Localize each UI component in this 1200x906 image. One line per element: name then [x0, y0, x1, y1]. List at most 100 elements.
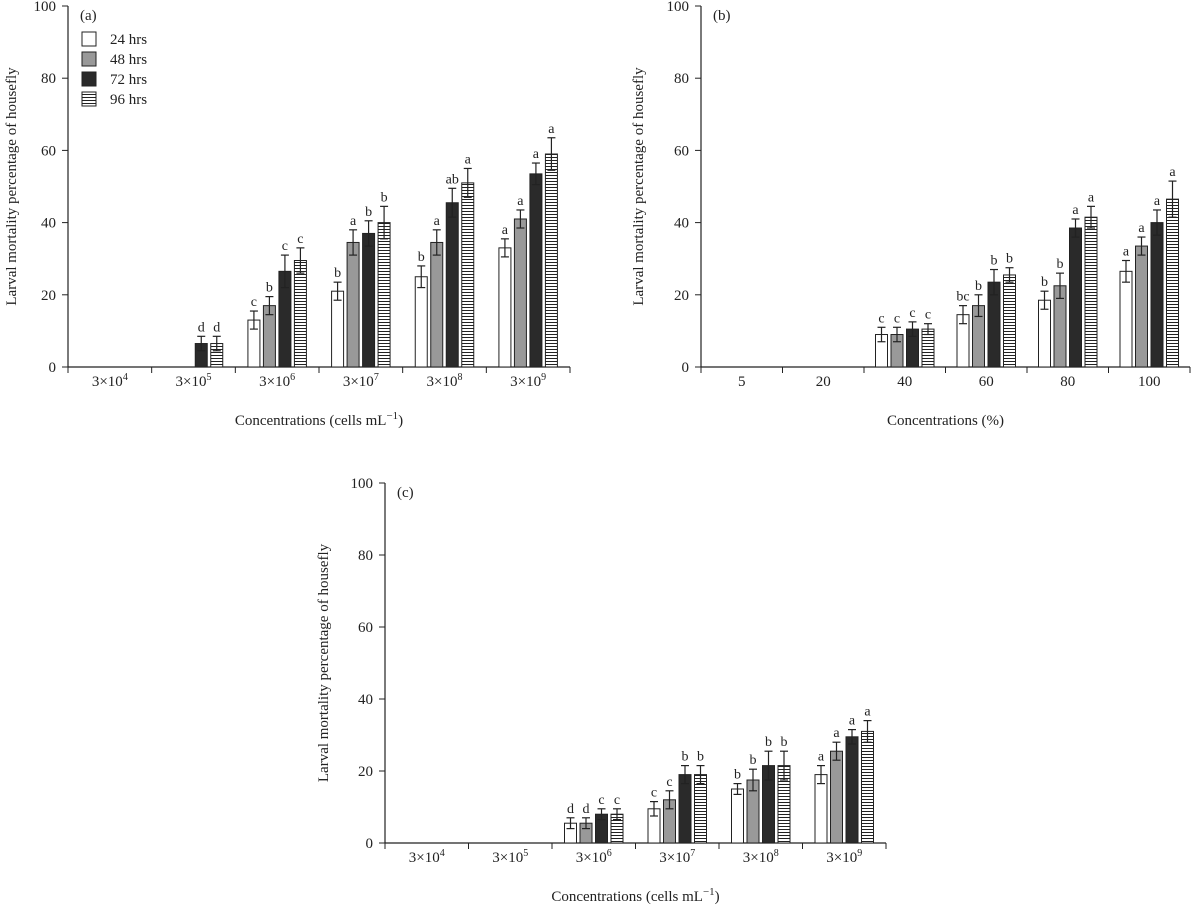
- bar-48-hrs-6: [513, 218, 527, 368]
- bar-96-hrs-4: [377, 222, 391, 368]
- bar-72-hrs-6: [529, 173, 543, 368]
- panel-label: (a): [80, 8, 97, 24]
- y-tick-label: 60: [41, 143, 56, 159]
- y-axis-title: Larval mortality percentage of housefly: [316, 543, 332, 782]
- significance-label: d: [198, 320, 205, 335]
- significance-label: c: [666, 775, 672, 790]
- bar-72-hrs-5: [445, 202, 459, 368]
- significance-label: a: [533, 147, 540, 162]
- bar-24-hrs-4: [331, 290, 345, 368]
- x-tick-label: 3×107: [659, 848, 695, 866]
- bar-96-hrs-6: [861, 730, 874, 844]
- significance-label: b: [975, 279, 982, 294]
- significance-label: b: [334, 266, 341, 281]
- y-tick-label: 80: [674, 71, 689, 87]
- significance-label: a: [864, 705, 871, 720]
- significance-label: b: [418, 250, 425, 265]
- significance-label: b: [365, 205, 372, 220]
- y-tick-label: 60: [358, 620, 373, 636]
- x-axis-title: Concentrations (%): [887, 413, 1004, 429]
- significance-label: a: [849, 714, 856, 729]
- x-tick-label: 3×105: [492, 848, 528, 866]
- x-tick-label: 3×107: [343, 372, 379, 390]
- y-tick-label: 40: [674, 216, 689, 232]
- significance-label: b: [991, 254, 998, 269]
- significance-label: b: [1006, 252, 1013, 267]
- x-tick-label: 3×109: [510, 372, 546, 390]
- y-tick-label: 0: [49, 360, 57, 376]
- significance-label: d: [583, 802, 590, 817]
- significance-label: c: [925, 308, 931, 323]
- significance-label: a: [465, 152, 472, 167]
- significance-label: a: [1154, 194, 1161, 209]
- legend-swatch: [81, 31, 97, 47]
- significance-label: a: [833, 726, 840, 741]
- significance-label: c: [909, 306, 915, 321]
- significance-label: d: [567, 802, 574, 817]
- x-tick-label: 3×108: [427, 372, 463, 390]
- y-tick-label: 40: [358, 692, 373, 708]
- significance-label: c: [878, 311, 884, 326]
- significance-label: d: [213, 320, 220, 335]
- bar-24-hrs-5: [1038, 299, 1051, 368]
- y-tick-label: 80: [41, 71, 56, 87]
- legend-swatch: [81, 51, 97, 67]
- chart-panel-3: 0 20 40 60 80 100 3×104 3×105 3×106 3×107 3×108 3×1…: [316, 476, 887, 905]
- significance-label: b: [765, 735, 772, 750]
- legend-swatch: [81, 91, 97, 107]
- significance-label: a: [434, 214, 441, 229]
- x-axis-title: Concentrations (cells mL−1): [235, 410, 403, 429]
- x-tick-label: 80: [1060, 374, 1075, 390]
- significance-label: c: [614, 793, 620, 808]
- x-tick-label: 100: [1138, 374, 1161, 390]
- x-tick-label: 3×105: [176, 372, 212, 390]
- bar-48-hrs-4: [346, 241, 360, 368]
- significance-label: a: [818, 750, 825, 765]
- y-tick-label: 40: [41, 216, 56, 232]
- significance-label: a: [350, 214, 357, 229]
- significance-label: c: [297, 232, 303, 247]
- y-tick-label: 100: [34, 0, 57, 15]
- bar-48-hrs-6: [1135, 245, 1148, 368]
- bar-24-hrs-5: [731, 788, 744, 844]
- x-tick-label: 5: [738, 374, 746, 390]
- x-tick-label: 3×106: [259, 372, 295, 390]
- x-tick-label: 3×108: [743, 848, 779, 866]
- y-tick-label: 100: [351, 476, 374, 492]
- legend-label: 72 hrs: [110, 72, 147, 88]
- bar-48-hrs-5: [430, 241, 444, 368]
- significance-label: a: [1169, 165, 1176, 180]
- x-tick-label: 20: [816, 374, 831, 390]
- significance-label: b: [734, 768, 741, 783]
- significance-label: b: [682, 750, 689, 765]
- y-tick-label: 80: [358, 548, 373, 564]
- x-tick-label: 3×106: [576, 848, 612, 866]
- bar-48-hrs-6: [830, 750, 843, 844]
- bar-24-hrs-6: [814, 774, 828, 844]
- legend-swatch: [81, 71, 97, 87]
- bar-72-hrs-5: [1069, 227, 1082, 368]
- significance-label: c: [251, 295, 257, 310]
- x-tick-label: 3×104: [409, 848, 445, 866]
- y-tick-label: 20: [358, 764, 373, 780]
- panel-label: (c): [397, 485, 414, 501]
- significance-label: c: [651, 786, 657, 801]
- legend-label: 48 hrs: [110, 52, 147, 68]
- bar-96-hrs-6: [1166, 198, 1179, 368]
- significance-label: b: [1041, 275, 1048, 290]
- bar-96-hrs-3: [293, 260, 307, 368]
- significance-label: b: [697, 750, 704, 765]
- significance-label: bc: [956, 290, 969, 305]
- bar-72-hrs-6: [1150, 222, 1164, 368]
- y-axis-title: Larval mortality percentage of housefly: [4, 67, 20, 306]
- panel-label: (b): [713, 8, 731, 24]
- bar-72-hrs-4: [678, 774, 692, 844]
- y-axis-title: Larval mortality percentage of housefly: [631, 67, 647, 306]
- significance-label: a: [1123, 245, 1130, 260]
- significance-label: a: [1138, 221, 1145, 236]
- bar-96-hrs-4: [1003, 274, 1016, 368]
- significance-label: b: [381, 190, 388, 205]
- significance-label: ab: [446, 172, 459, 187]
